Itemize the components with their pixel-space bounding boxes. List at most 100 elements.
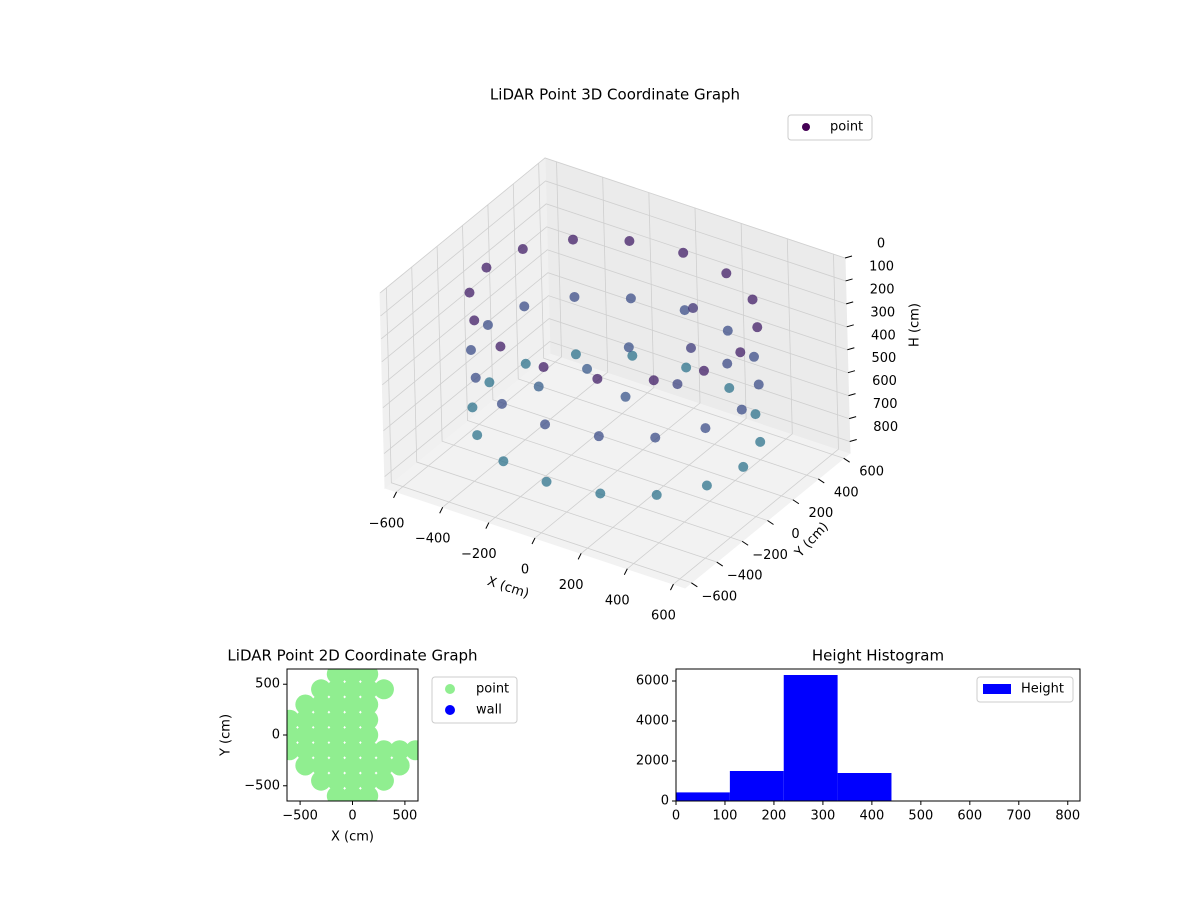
point: [721, 268, 732, 279]
chart-title: Height Histogram: [812, 647, 944, 665]
point: [541, 476, 552, 487]
x-tick-label: 400: [859, 809, 884, 824]
x-tick-label: −400: [415, 532, 451, 547]
z-tick-label: 700: [873, 397, 898, 412]
y-tick: [691, 582, 698, 588]
point: [570, 349, 581, 360]
point: [519, 301, 530, 312]
point: [567, 234, 578, 245]
y-tick-label: 600: [859, 465, 884, 480]
point: [311, 740, 332, 761]
legend-box: [976, 676, 1074, 703]
x-tick: [623, 568, 628, 575]
point: [698, 365, 709, 376]
bar: [837, 773, 892, 801]
point: [678, 247, 689, 258]
point: [311, 679, 332, 700]
z-tick-label: 300: [870, 305, 895, 320]
point: [295, 755, 316, 776]
legend-marker: [445, 705, 455, 715]
z-tick-label: 800: [873, 420, 898, 435]
y-tick-label: 6000: [636, 674, 669, 689]
point: [295, 725, 316, 745]
x-tick-label: −600: [369, 516, 405, 531]
point: [311, 725, 332, 745]
y-tick: [843, 457, 850, 463]
y-tick-label: −600: [701, 589, 737, 604]
point: [342, 709, 363, 730]
point: [738, 461, 749, 472]
point: [688, 303, 699, 314]
point: [623, 342, 634, 353]
chart-title: LiDAR Point 3D Coordinate Graph: [490, 86, 740, 104]
point: [326, 679, 347, 700]
x-tick-label: 0: [521, 563, 529, 578]
x-tick-label: 600: [957, 809, 982, 824]
point: [373, 755, 394, 776]
x-tick-label: 300: [810, 809, 835, 824]
point: [373, 770, 394, 791]
point: [295, 709, 316, 730]
y-tick: [817, 478, 825, 484]
point: [358, 709, 379, 730]
z-tick-label: 400: [871, 328, 896, 343]
grid-line: [580, 223, 747, 554]
x-tick: [439, 507, 444, 514]
z-tick: [847, 370, 856, 374]
point: [724, 383, 735, 394]
y-tick-label: −500: [244, 778, 280, 793]
z-tick: [844, 255, 853, 259]
y-tick-label: −200: [752, 548, 788, 563]
bar: [676, 792, 730, 801]
y-tick-label: 2000: [636, 754, 669, 769]
point: [517, 244, 528, 255]
point: [624, 236, 635, 247]
point: [470, 372, 481, 383]
point: [287, 725, 300, 745]
point: [753, 379, 764, 390]
point: [311, 770, 332, 791]
point: [538, 362, 549, 373]
grid-line: [436, 246, 743, 542]
point: [342, 755, 363, 776]
point: [373, 679, 394, 700]
point: [750, 409, 761, 420]
point: [627, 350, 638, 361]
point: [287, 709, 300, 730]
axes-frame: [286, 668, 419, 802]
point: [358, 770, 379, 791]
x-tick-label: −500: [282, 809, 318, 824]
point: [326, 725, 347, 745]
grid-line: [627, 238, 793, 570]
point: [465, 344, 476, 355]
point: [484, 377, 495, 388]
point: [311, 755, 332, 776]
x-tick: [531, 537, 536, 545]
point: [495, 341, 506, 352]
point: [722, 358, 733, 369]
axes-frame: [675, 668, 1081, 802]
legend-label: point: [476, 682, 509, 697]
y-tick-label: 400: [834, 485, 859, 500]
z-tick-label: 100: [869, 259, 894, 274]
point: [496, 398, 507, 409]
x-tick: [577, 553, 582, 560]
legend-marker: [802, 123, 810, 131]
x-tick-label: 100: [713, 809, 738, 824]
point: [342, 785, 363, 801]
point: [342, 694, 363, 715]
z-axis-label: H (cm): [908, 303, 923, 347]
y-tick-label: 4000: [636, 714, 669, 729]
point: [389, 755, 410, 776]
grid-line: [442, 177, 609, 508]
point: [701, 480, 712, 491]
x-tick: [393, 491, 397, 499]
point: [326, 740, 347, 761]
point: [358, 755, 379, 776]
z-tick: [847, 347, 855, 351]
y-tick-label: 0: [272, 728, 280, 743]
point: [467, 402, 478, 413]
point: [469, 315, 480, 326]
point: [358, 740, 379, 761]
